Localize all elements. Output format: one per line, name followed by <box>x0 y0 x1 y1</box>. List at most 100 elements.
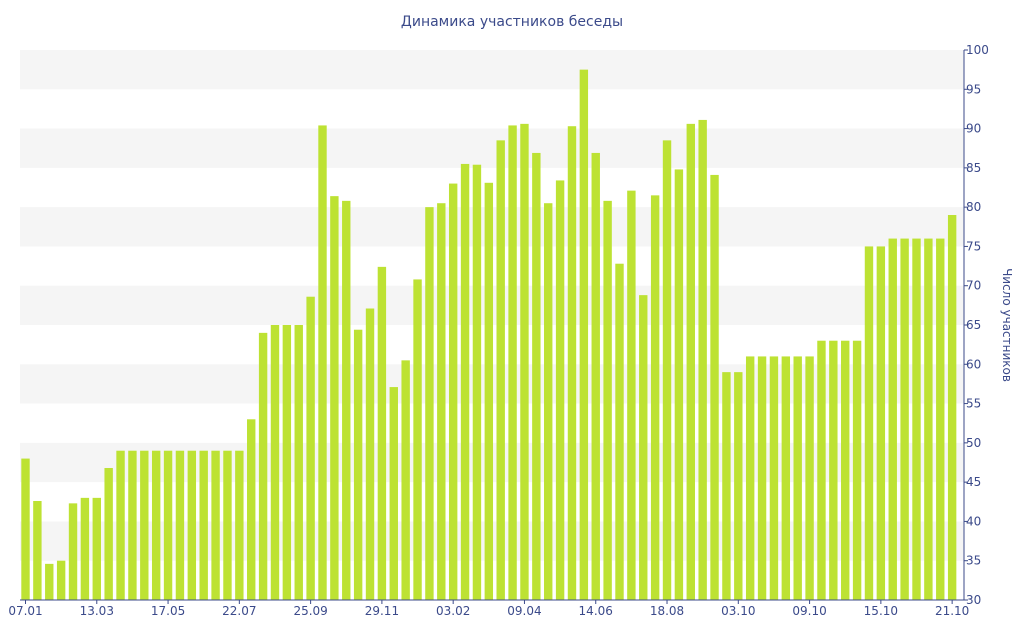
bar <box>496 140 505 601</box>
y-axis: 30 35 40 45 50 55 60 65 70 75 80 85 90 95 100 <box>963 43 989 607</box>
chart-title: Динамика участников беседы <box>400 14 624 30</box>
bar <box>104 468 113 600</box>
bar <box>365 308 375 600</box>
x-tick-label: 29.11 <box>365 604 399 618</box>
bar <box>508 125 517 601</box>
bar <box>829 340 838 600</box>
y-tick-label: 85 <box>966 161 981 175</box>
bar <box>698 119 707 601</box>
y-tick-label: 100 <box>966 43 989 57</box>
bar <box>579 69 589 600</box>
x-tick-label: 09.10 <box>792 604 826 618</box>
y-tick-label: 45 <box>966 475 981 489</box>
bar <box>734 372 743 600</box>
bar-series <box>21 69 957 601</box>
x-tick-label: 15.10 <box>864 604 898 618</box>
y-tick-label: 65 <box>966 318 981 332</box>
x-tick-label: 25.09 <box>293 604 327 618</box>
bar <box>793 356 802 600</box>
bar <box>852 340 862 600</box>
x-tick-label: 03.10 <box>721 604 755 618</box>
bar <box>769 356 779 600</box>
bar <box>92 497 101 600</box>
bar <box>223 450 232 600</box>
bar <box>45 563 54 600</box>
x-tick-label: 14.06 <box>579 604 613 618</box>
bar <box>936 238 945 600</box>
bar <box>56 560 66 600</box>
bar <box>591 152 600 600</box>
bar <box>211 450 220 600</box>
bar <box>353 329 363 600</box>
bar <box>68 503 78 600</box>
y-tick-label: 30 <box>966 593 981 607</box>
y-tick-label: 90 <box>966 122 981 136</box>
bar <box>258 332 268 600</box>
bar <box>912 238 921 600</box>
x-tick-label: 09.04 <box>507 604 541 618</box>
bar <box>425 207 434 600</box>
y-tick-label: 60 <box>966 357 981 371</box>
bar <box>650 195 660 601</box>
bar <box>674 169 684 600</box>
bar <box>437 203 446 600</box>
bar <box>21 458 30 600</box>
bar <box>757 356 767 600</box>
y-tick-label: 50 <box>966 436 981 450</box>
bar <box>520 123 529 601</box>
bar <box>199 450 208 600</box>
bar <box>817 340 826 600</box>
bar <box>639 295 648 600</box>
bar <box>841 340 850 600</box>
bar <box>448 183 458 600</box>
bar <box>710 174 719 600</box>
bar <box>615 263 624 600</box>
bar <box>294 325 303 600</box>
bar <box>187 450 197 600</box>
bar <box>888 238 897 600</box>
y-axis-label: Число участников <box>1000 268 1014 382</box>
bar <box>745 356 755 600</box>
bar <box>924 238 933 600</box>
bar <box>306 296 315 600</box>
x-tick-label: 21.10 <box>935 604 969 618</box>
y-tick-label: 55 <box>966 397 981 411</box>
x-tick-label: 03.02 <box>436 604 470 618</box>
bar <box>282 325 292 600</box>
bar <box>151 450 161 600</box>
grid-band <box>20 50 964 90</box>
bar <box>116 450 125 600</box>
bar <box>781 356 791 600</box>
bar <box>389 387 398 600</box>
bar <box>163 450 173 600</box>
x-tick-label: 13.03 <box>80 604 114 618</box>
bar <box>472 164 482 600</box>
bar <box>603 200 612 601</box>
bar <box>128 450 137 600</box>
bar <box>330 196 339 600</box>
bar <box>686 123 695 601</box>
bar <box>235 450 244 600</box>
y-tick-label: 70 <box>966 279 981 293</box>
bar <box>544 203 553 600</box>
y-tick-label: 40 <box>966 514 981 528</box>
y-tick-label: 75 <box>966 239 981 253</box>
bar <box>627 190 636 600</box>
bar <box>175 450 185 600</box>
bar <box>900 238 909 600</box>
bar <box>567 126 577 601</box>
bar <box>377 266 387 600</box>
bar <box>805 356 814 600</box>
bar <box>532 152 541 600</box>
grid-band <box>20 128 964 168</box>
bar <box>247 419 256 600</box>
bar <box>401 360 410 600</box>
bar <box>484 182 494 601</box>
bar <box>722 372 731 600</box>
x-tick-label: 18.08 <box>650 604 684 618</box>
bar <box>947 215 957 600</box>
y-tick-label: 35 <box>966 554 981 568</box>
bar <box>342 200 351 601</box>
x-axis: 07.01 13.03 17.05 22.07 25.09 29.11 03.02 09.04… <box>8 599 969 618</box>
bar <box>33 501 42 600</box>
